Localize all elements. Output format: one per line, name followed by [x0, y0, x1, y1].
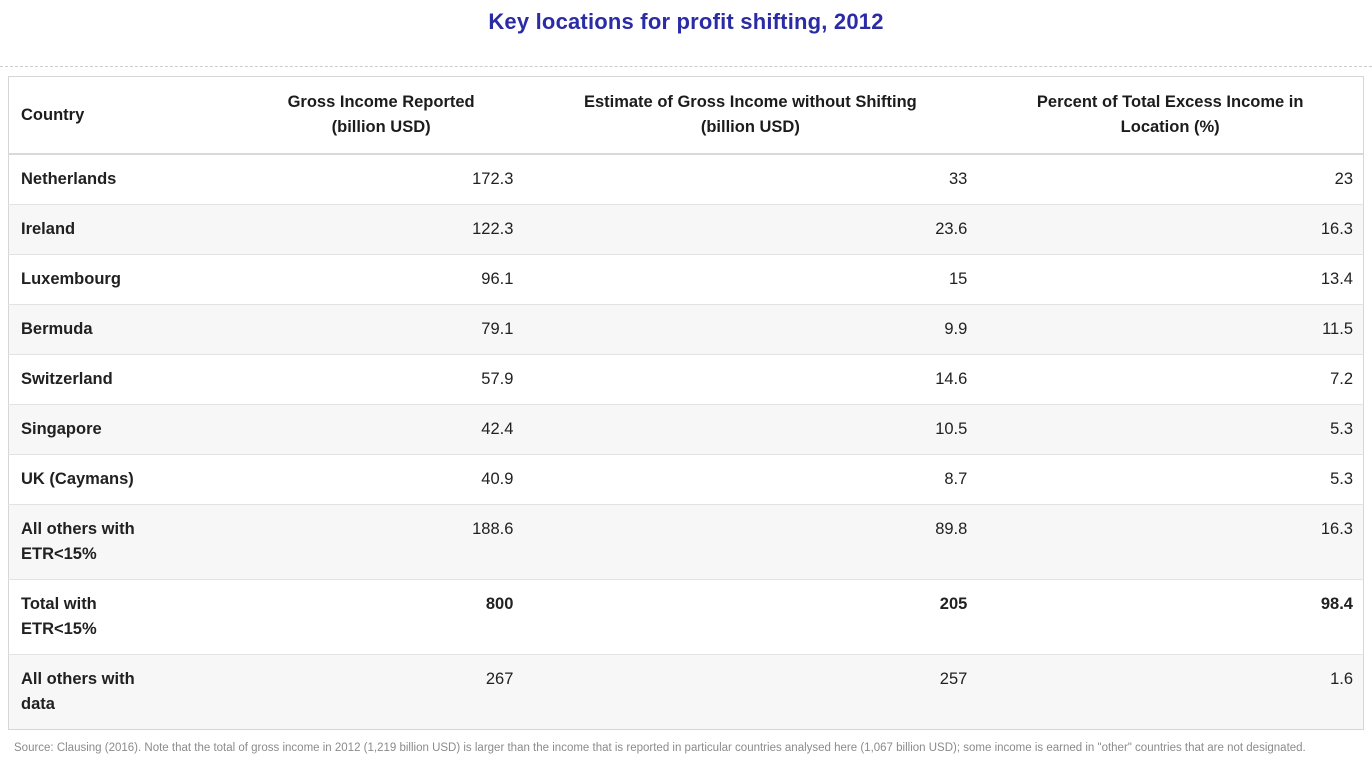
cell-country: All others with data	[21, 670, 135, 713]
cell-country: Ireland	[21, 220, 76, 238]
cell-value-2: 5.3	[1330, 470, 1353, 488]
cell-country: Luxembourg	[21, 270, 121, 288]
table-row: Bermuda 79.1 9.9 11.5	[8, 304, 1364, 355]
cell-value-0: 40.9	[481, 470, 514, 488]
cell-value-0: 267	[485, 670, 514, 688]
table-row: Singapore 42.4 10.5 5.3	[8, 404, 1364, 455]
cell-country: Switzerland	[21, 370, 113, 388]
cell-value-1: 9.9	[944, 320, 968, 338]
cell-country: All others with ETR<15%	[21, 520, 135, 563]
cell-value-2: 16.3	[1320, 220, 1353, 238]
column-header-0: Country	[8, 76, 239, 155]
cell-value-1: 8.7	[944, 470, 968, 488]
header-row: Country Gross Income Reported (billion US…	[8, 76, 1364, 155]
page-title: Key locations for profit shifting, 2012	[488, 9, 884, 34]
table-row: Netherlands 172.3 33 23	[9, 154, 1364, 205]
cell-value-0: 122.3	[472, 220, 514, 238]
cell-value-1: 10.5	[935, 420, 968, 438]
column-header-1: Gross Income Reported (billion USD)	[238, 76, 524, 155]
cell-value-1: 14.6	[935, 370, 968, 388]
cell-value-2: 1.6	[1330, 670, 1353, 688]
cell-value-0: 79.1	[481, 320, 514, 338]
cell-value-2: 7.2	[1330, 370, 1353, 388]
cell-value-0: 42.4	[481, 420, 514, 438]
cell-value-0: 57.9	[481, 370, 514, 388]
cell-value-1: 89.8	[935, 520, 968, 538]
column-header-3: Percent of Total Excess Income in Locati…	[977, 76, 1364, 155]
cell-value-2: 5.3	[1330, 420, 1353, 438]
column-header-2: Estimate of Gross Income without Shiftin…	[523, 76, 978, 155]
cell-value-1: 23.6	[935, 220, 968, 238]
cell-value-1: 15	[948, 270, 968, 288]
table-row: Ireland 122.3 23.6 16.3	[8, 204, 1364, 255]
cell-value-2: 98.4	[1320, 595, 1353, 613]
cell-value-1: 205	[939, 595, 968, 613]
table-row: All others with data 267 257 1.6	[8, 654, 1364, 730]
table-row: Switzerland 57.9 14.6 7.2	[8, 354, 1364, 405]
cell-value-0: 172.3	[472, 170, 514, 188]
cell-value-2: 16.3	[1320, 520, 1353, 538]
cell-country: Netherlands	[21, 170, 117, 188]
cell-value-2: 11.5	[1322, 320, 1353, 338]
cell-value-2: 13.4	[1320, 270, 1353, 288]
table-row: UK (Caymans) 40.9 8.7 5.3	[8, 454, 1364, 505]
table-row: All others with ETR<15% 188.6 89.8 16.3	[8, 504, 1364, 580]
cell-value-0: 96.1	[481, 270, 514, 288]
cell-value-1: 257	[939, 670, 968, 688]
cell-value-0: 188.6	[472, 520, 514, 538]
table-row: Luxembourg 96.1 15 13.4	[8, 254, 1364, 305]
cell-country: Total with ETR<15%	[21, 595, 97, 638]
source-note: Source: Clausing (2016). Note that the t…	[14, 742, 1306, 754]
cell-country: Bermuda	[21, 320, 93, 338]
cell-value-2: 23	[1334, 170, 1353, 188]
profit-shifting-table: Country Gross Income Reported (billion US…	[8, 76, 1364, 730]
table-row: Total with ETR<15% 800 205 98.4	[8, 579, 1364, 655]
cell-value-1: 33	[948, 170, 968, 188]
cell-value-0: 800	[485, 595, 514, 613]
cell-country: UK (Caymans)	[21, 470, 134, 488]
dashed-divider	[0, 66, 1372, 67]
cell-country: Singapore	[21, 420, 102, 438]
